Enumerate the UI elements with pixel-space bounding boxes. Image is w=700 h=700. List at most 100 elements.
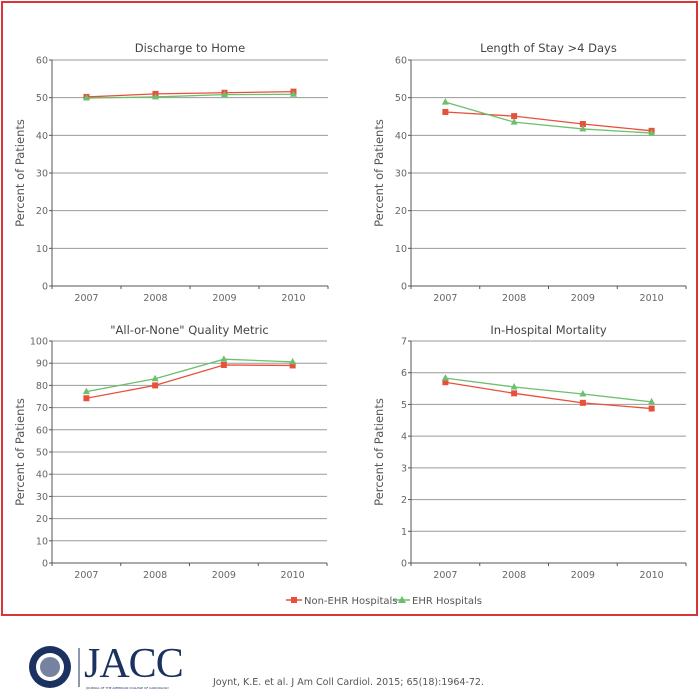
data-point-square bbox=[579, 399, 586, 406]
y-tick-label: 60 bbox=[395, 56, 407, 67]
series-line-non-ehr bbox=[86, 364, 293, 399]
series-line-ehr bbox=[86, 358, 293, 393]
data-point-triangle bbox=[289, 357, 297, 365]
y-tick-label: 6 bbox=[401, 368, 407, 379]
legend-label-non-ehr: Non-EHR Hospitals bbox=[304, 596, 398, 607]
x-tick-label: 2009 bbox=[212, 570, 236, 581]
y-tick-label: 100 bbox=[30, 337, 48, 348]
y-tick-label: 0 bbox=[401, 282, 407, 293]
y-tick-label: 0 bbox=[42, 559, 48, 570]
data-point-square bbox=[289, 362, 296, 369]
chart-panel: Discharge to Home 0 10 20 30 40 50 60 2007 2008 20… bbox=[13, 41, 329, 304]
series-line-non-ehr bbox=[445, 111, 652, 132]
y-tick-label: 40 bbox=[395, 131, 407, 142]
data-point-triangle bbox=[579, 124, 587, 132]
data-point-triangle bbox=[151, 374, 159, 382]
data-point-square bbox=[442, 108, 449, 115]
x-tick-label: 2009 bbox=[571, 570, 595, 581]
y-tick-label: 20 bbox=[36, 514, 48, 525]
x-tick-label: 2010 bbox=[281, 570, 305, 581]
figure-frame bbox=[1, 1, 698, 616]
chart-panel: In-Hospital Mortality 0 1 2 3 4 5 6 7 2007 2008 200… bbox=[372, 323, 687, 581]
y-tick-label: 60 bbox=[36, 425, 48, 436]
y-tick-label: 40 bbox=[36, 131, 48, 142]
y-axis-label: Percent of Patients bbox=[13, 119, 27, 227]
series-line-ehr bbox=[445, 377, 652, 403]
data-point-square bbox=[220, 361, 227, 368]
y-tick-label: 20 bbox=[395, 206, 407, 217]
data-point-square bbox=[511, 390, 518, 397]
chart-title: "All-or-None" Quality Metric bbox=[110, 323, 269, 337]
x-tick-label: 2009 bbox=[212, 293, 236, 304]
data-point-square bbox=[152, 382, 159, 389]
y-tick-label: 30 bbox=[36, 169, 48, 180]
logo-subtext: JOURNAL OF THE AMERICAN COLLEGE OF CARDI… bbox=[86, 686, 169, 690]
data-point-triangle bbox=[648, 129, 656, 136]
legend: Non-EHR Hospitals EHR Hospitals bbox=[286, 596, 482, 607]
y-tick-label: 90 bbox=[36, 359, 48, 370]
x-tick-label: 2007 bbox=[74, 293, 98, 304]
data-point-triangle bbox=[82, 387, 90, 395]
y-tick-label: 70 bbox=[36, 403, 48, 414]
data-point-square bbox=[511, 113, 518, 120]
citation: Joynt, K.E. et al. J Am Coll Cardiol. 20… bbox=[213, 677, 484, 688]
chart-title: Discharge to Home bbox=[135, 41, 245, 55]
series-line-ehr bbox=[86, 93, 294, 99]
data-point-triangle bbox=[579, 389, 587, 397]
legend-marker-triangle bbox=[398, 596, 406, 603]
chart-title: In-Hospital Mortality bbox=[490, 323, 607, 337]
x-tick-label: 2008 bbox=[143, 570, 167, 581]
data-point-square bbox=[648, 405, 655, 412]
data-point-triangle bbox=[83, 94, 90, 101]
x-tick-label: 2007 bbox=[433, 570, 457, 581]
y-tick-label: 30 bbox=[395, 169, 407, 180]
y-tick-label: 50 bbox=[36, 448, 48, 459]
y-tick-label: 4 bbox=[401, 432, 407, 443]
y-tick-label: 50 bbox=[36, 93, 48, 104]
y-tick-label: 60 bbox=[36, 56, 48, 67]
series-line-ehr bbox=[445, 101, 652, 134]
data-point-triangle bbox=[510, 382, 518, 390]
chart-panel: Length of Stay >4 Days 0 10 20 30 40 50 60 2007 2… bbox=[372, 41, 687, 304]
x-tick-label: 2010 bbox=[640, 570, 664, 581]
data-point-triangle bbox=[510, 118, 518, 125]
chart-panel: "All-or-None" Quality Metric 0 10 20 30 40 50 6… bbox=[13, 323, 328, 581]
y-tick-label: 7 bbox=[401, 337, 407, 348]
y-tick-label: 10 bbox=[36, 244, 48, 255]
y-tick-label: 40 bbox=[36, 470, 48, 481]
chart-title: Length of Stay >4 Days bbox=[480, 41, 617, 55]
logo-text: JACC bbox=[84, 641, 184, 687]
y-tick-label: 80 bbox=[36, 381, 48, 392]
series-line-non-ehr bbox=[445, 381, 652, 410]
x-tick-label: 2008 bbox=[143, 293, 167, 304]
x-tick-label: 2009 bbox=[571, 293, 595, 304]
y-tick-label: 50 bbox=[395, 93, 407, 104]
x-tick-label: 2008 bbox=[502, 570, 526, 581]
data-point-triangle bbox=[441, 374, 449, 381]
x-tick-label: 2007 bbox=[433, 293, 457, 304]
y-axis-label: Percent of Patients bbox=[372, 119, 386, 227]
data-point-square bbox=[83, 395, 90, 402]
y-tick-label: 10 bbox=[36, 536, 48, 547]
x-tick-label: 2010 bbox=[281, 293, 305, 304]
x-tick-label: 2010 bbox=[640, 293, 664, 304]
y-tick-label: 5 bbox=[401, 400, 407, 411]
data-point-triangle bbox=[152, 92, 159, 100]
y-tick-label: 0 bbox=[401, 559, 407, 570]
data-point-triangle bbox=[441, 98, 449, 105]
data-point-triangle bbox=[648, 397, 656, 405]
x-tick-label: 2007 bbox=[74, 570, 98, 581]
data-point-square bbox=[579, 121, 586, 128]
series-line-non-ehr bbox=[86, 90, 294, 98]
y-tick-label: 1 bbox=[401, 527, 407, 538]
data-point-triangle bbox=[220, 355, 228, 362]
y-tick-label: 3 bbox=[401, 463, 407, 474]
y-axis-label: Percent of Patients bbox=[372, 398, 386, 506]
jacc-logo: JACC JOURNAL OF THE AMERICAN COLLEGE OF … bbox=[28, 641, 198, 696]
y-tick-label: 0 bbox=[42, 282, 48, 293]
y-tick-label: 2 bbox=[401, 495, 407, 506]
data-point-triangle bbox=[221, 90, 228, 98]
y-tick-label: 30 bbox=[36, 492, 48, 503]
data-point-triangle bbox=[290, 90, 297, 97]
